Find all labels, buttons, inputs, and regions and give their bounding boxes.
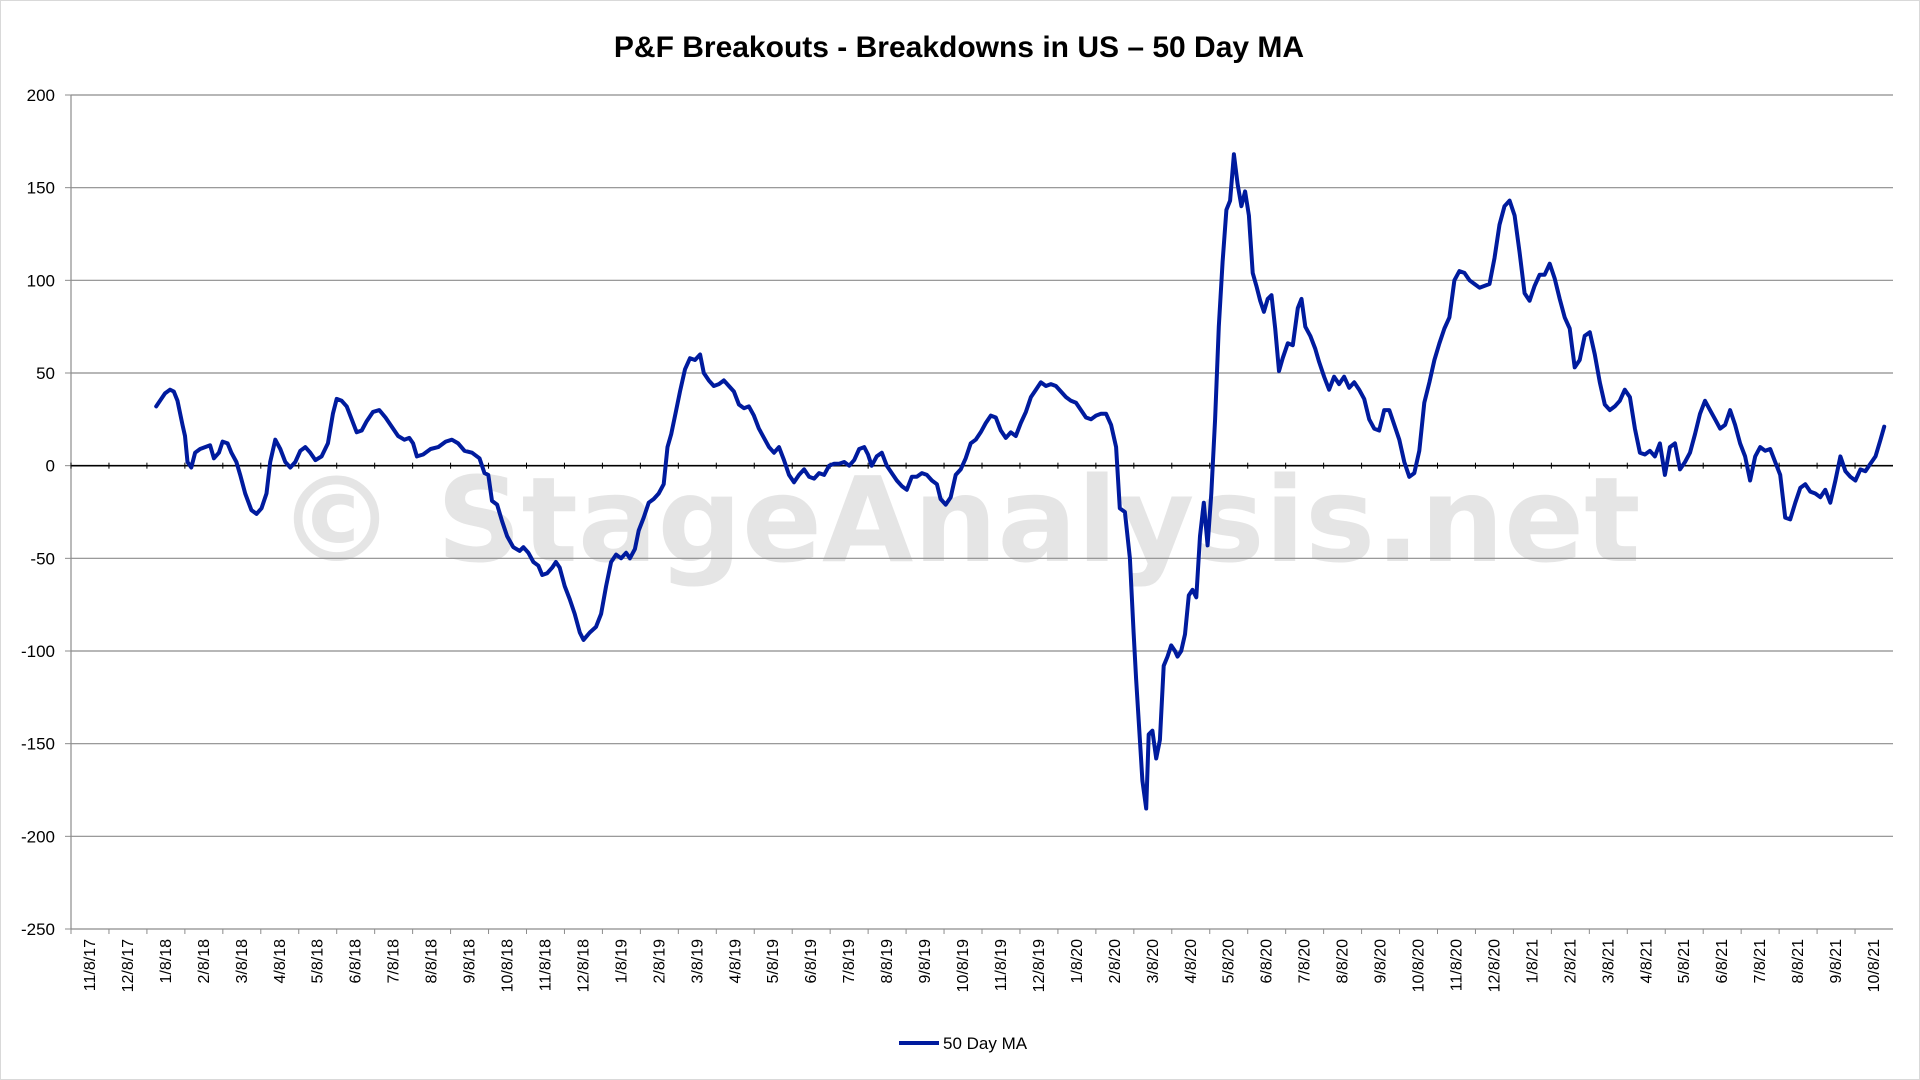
x-tick-label: 12/8/20 xyxy=(1486,939,1503,992)
x-tick-label: 10/8/20 xyxy=(1411,939,1428,992)
x-tick-label: 10/8/18 xyxy=(500,939,517,992)
y-tick-label: 150 xyxy=(27,179,55,198)
x-tick-label: 8/8/18 xyxy=(424,939,441,984)
x-tick-label: 1/8/20 xyxy=(1069,939,1086,984)
x-tick-label: 11/8/18 xyxy=(537,939,554,991)
x-tick-label: 5/8/20 xyxy=(1221,939,1238,984)
x-tick-label: 7/8/20 xyxy=(1297,939,1314,984)
x-axis-ticks: 11/8/17 12/8/17 1/8/18 2/8/18 3/8/18 4/8/18 5/… xyxy=(70,462,1883,992)
y-tick-label: -50 xyxy=(30,549,55,568)
x-tick-label: 5/8/21 xyxy=(1676,939,1693,984)
x-tick-label: 10/8/19 xyxy=(955,939,972,992)
x-tick-label: 7/8/19 xyxy=(841,939,858,984)
y-tick-label: 100 xyxy=(27,271,55,290)
x-tick-label: 9/8/18 xyxy=(462,939,479,984)
x-tick-label: 3/8/20 xyxy=(1145,939,1162,984)
x-tick-label: 4/8/21 xyxy=(1638,939,1655,984)
x-tick-label: 6/8/18 xyxy=(348,939,365,984)
x-tick-label: 1/8/21 xyxy=(1524,939,1541,984)
x-tick-label: 3/8/19 xyxy=(689,939,706,984)
series-layer xyxy=(154,152,1887,811)
x-tick-label: 1/8/18 xyxy=(158,939,175,984)
chart-title: P&F Breakouts - Breakdowns in US – 50 Da… xyxy=(614,31,1304,64)
x-tick-label: 7/8/18 xyxy=(386,939,403,984)
legend-label: 50 Day MA xyxy=(943,1034,1028,1053)
x-tick-label: 5/8/19 xyxy=(765,939,782,984)
x-tick-label: 10/8/21 xyxy=(1866,939,1883,992)
x-tick-label: 2/8/18 xyxy=(196,939,213,984)
x-tick-label: 7/8/21 xyxy=(1752,939,1769,984)
x-tick-label: 8/8/21 xyxy=(1790,939,1807,984)
x-tick-label: 4/8/18 xyxy=(272,939,289,984)
legend: 50 Day MA xyxy=(899,1034,1028,1053)
y-tick-label: -150 xyxy=(21,735,55,754)
x-tick-label: 6/8/19 xyxy=(803,939,820,984)
series-line-50-day-ma xyxy=(154,152,1887,811)
x-tick-label: 3/8/18 xyxy=(234,939,251,984)
x-tick-label: 12/8/19 xyxy=(1031,939,1048,992)
x-tick-label: 9/8/21 xyxy=(1828,939,1845,984)
y-tick-label: -200 xyxy=(21,827,55,846)
y-axis-ticks: 200 150 100 50 0 -50 -100 -150 -200 -250 xyxy=(21,86,71,939)
x-tick-label: 8/8/19 xyxy=(879,939,896,984)
y-tick-label: -100 xyxy=(21,642,55,661)
x-tick-label: 2/8/21 xyxy=(1562,939,1579,984)
x-tick-label: 3/8/21 xyxy=(1600,939,1617,984)
x-tick-label: 2/8/19 xyxy=(651,939,668,984)
x-tick-label: 5/8/18 xyxy=(310,939,327,984)
x-tick-label: 4/8/19 xyxy=(727,939,744,984)
x-tick-label: 2/8/20 xyxy=(1107,939,1124,984)
y-tick-label: 200 xyxy=(27,86,55,105)
x-tick-label: 6/8/21 xyxy=(1714,939,1731,984)
x-tick-label: 11/8/20 xyxy=(1448,939,1465,991)
y-tick-label: -250 xyxy=(21,920,55,939)
x-tick-label: 9/8/20 xyxy=(1373,939,1390,984)
y-tick-label: 0 xyxy=(46,457,55,476)
x-tick-label: 9/8/19 xyxy=(917,939,934,984)
x-tick-label: 1/8/19 xyxy=(613,939,630,984)
x-tick-label: 12/8/17 xyxy=(120,939,137,992)
x-tick-label: 12/8/18 xyxy=(575,939,592,992)
x-tick-label: 11/8/19 xyxy=(993,939,1010,991)
y-tick-label: 50 xyxy=(36,364,55,383)
x-tick-label: 6/8/20 xyxy=(1259,939,1276,984)
x-tick-label: 8/8/20 xyxy=(1335,939,1352,984)
x-tick-label: 11/8/17 xyxy=(82,939,99,991)
x-tick-label: 4/8/20 xyxy=(1183,939,1200,984)
